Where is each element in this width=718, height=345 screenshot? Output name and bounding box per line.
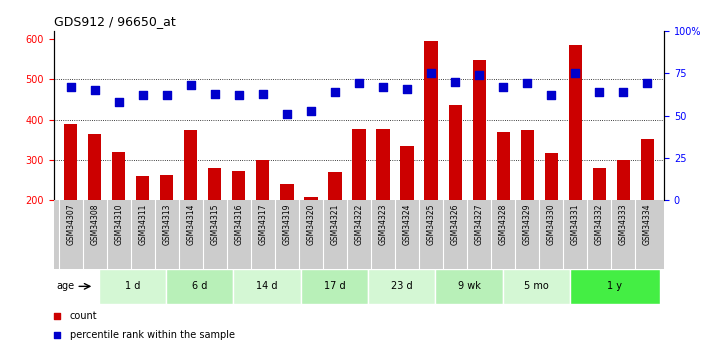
Text: 23 d: 23 d	[391, 282, 412, 291]
Point	[425, 71, 437, 76]
Text: 1 d: 1 d	[125, 282, 140, 291]
Text: 14 d: 14 d	[256, 282, 278, 291]
Text: GSM34332: GSM34332	[595, 204, 604, 245]
Point	[257, 91, 269, 96]
Bar	[640, 139, 654, 280]
Text: age: age	[56, 282, 74, 291]
Text: GSM34334: GSM34334	[643, 204, 652, 245]
Text: GSM34330: GSM34330	[546, 204, 556, 245]
Bar	[449, 105, 462, 280]
Text: 5 mo: 5 mo	[524, 282, 549, 291]
Text: GSM34317: GSM34317	[258, 204, 267, 245]
Text: GSM34307: GSM34307	[66, 204, 75, 245]
Point	[305, 108, 317, 113]
Text: GSM34313: GSM34313	[162, 204, 172, 245]
Bar	[232, 171, 246, 280]
Text: GSM34323: GSM34323	[378, 204, 388, 245]
Bar	[185, 130, 197, 280]
Bar	[160, 175, 173, 280]
Bar	[521, 130, 533, 280]
Point	[473, 72, 485, 78]
Text: GSM34311: GSM34311	[139, 204, 147, 245]
Point	[353, 81, 365, 86]
Bar	[136, 176, 149, 280]
Text: GSM34329: GSM34329	[523, 204, 532, 245]
Bar	[208, 168, 221, 280]
Point	[185, 82, 197, 88]
Bar	[88, 135, 101, 280]
Text: GSM34322: GSM34322	[355, 204, 363, 245]
Bar	[569, 45, 582, 280]
Bar	[424, 41, 438, 280]
Point	[617, 89, 629, 95]
Bar	[570, 269, 660, 304]
Text: GDS912 / 96650_at: GDS912 / 96650_at	[54, 16, 176, 29]
Point	[233, 92, 245, 98]
Bar	[233, 269, 301, 304]
Text: GSM34327: GSM34327	[475, 204, 484, 245]
Point	[52, 313, 63, 318]
Bar	[401, 146, 414, 280]
Text: GSM34326: GSM34326	[451, 204, 460, 245]
Bar	[368, 269, 435, 304]
Bar	[112, 152, 126, 280]
Bar	[98, 269, 166, 304]
Bar	[592, 168, 606, 280]
Bar	[301, 269, 368, 304]
Point	[137, 92, 149, 98]
Point	[498, 84, 509, 90]
Point	[594, 89, 605, 95]
Point	[209, 91, 220, 96]
Bar	[304, 197, 317, 280]
Bar	[435, 269, 503, 304]
Point	[281, 111, 293, 117]
Text: GSM34331: GSM34331	[571, 204, 579, 245]
Point	[642, 81, 653, 86]
Bar	[472, 60, 486, 280]
Bar	[503, 269, 570, 304]
Bar	[545, 154, 558, 280]
Text: GSM34328: GSM34328	[499, 204, 508, 245]
Text: 6 d: 6 d	[192, 282, 208, 291]
Point	[449, 79, 461, 85]
Point	[65, 84, 76, 90]
Point	[521, 81, 533, 86]
Text: count: count	[70, 311, 97, 321]
Text: GSM34319: GSM34319	[282, 204, 292, 245]
Text: GSM34308: GSM34308	[90, 204, 99, 245]
Text: 17 d: 17 d	[324, 282, 345, 291]
Bar	[376, 129, 390, 280]
Text: GSM34315: GSM34315	[210, 204, 219, 245]
Text: percentile rank within the sample: percentile rank within the sample	[70, 330, 235, 339]
Text: 9 wk: 9 wk	[457, 282, 480, 291]
Text: GSM34333: GSM34333	[619, 204, 628, 245]
Point	[89, 87, 101, 93]
Text: GSM34314: GSM34314	[186, 204, 195, 245]
Text: GSM34310: GSM34310	[114, 204, 123, 245]
Bar	[256, 160, 269, 280]
Point	[377, 84, 388, 90]
Text: GSM34324: GSM34324	[403, 204, 411, 245]
Text: GSM34325: GSM34325	[426, 204, 436, 245]
Bar	[617, 160, 630, 280]
Bar	[64, 125, 78, 280]
Point	[52, 332, 63, 337]
Point	[401, 86, 413, 91]
Text: 1 y: 1 y	[607, 282, 623, 291]
Text: GSM34321: GSM34321	[330, 204, 340, 245]
Bar	[328, 172, 342, 280]
Text: GSM34320: GSM34320	[307, 204, 315, 245]
Point	[161, 92, 172, 98]
Point	[546, 92, 557, 98]
Point	[330, 89, 341, 95]
Bar	[353, 129, 365, 280]
Text: GSM34316: GSM34316	[234, 204, 243, 245]
Point	[113, 99, 124, 105]
Point	[569, 71, 581, 76]
Bar	[497, 132, 510, 280]
Bar	[166, 269, 233, 304]
Bar	[280, 184, 294, 280]
